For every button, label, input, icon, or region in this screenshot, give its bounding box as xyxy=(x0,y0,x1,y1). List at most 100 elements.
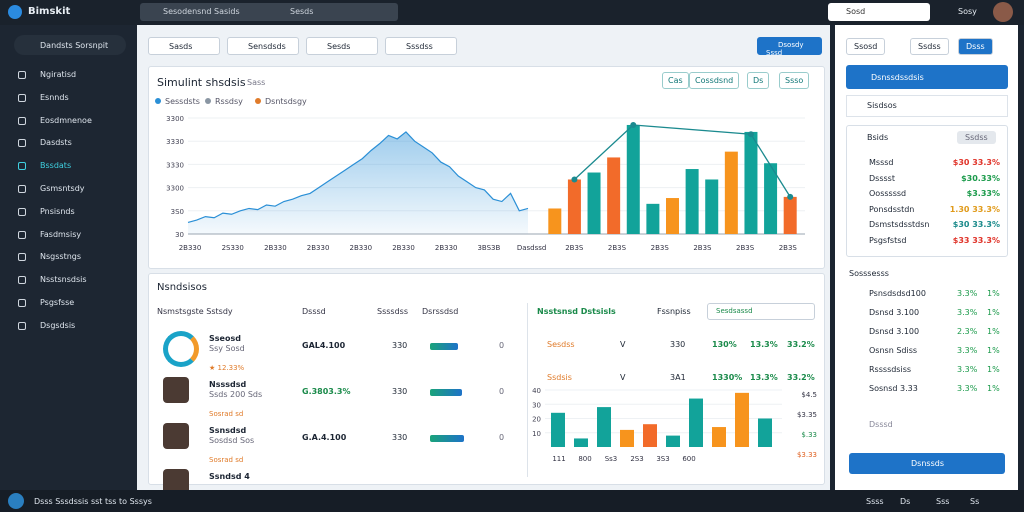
x-tick-label: 800 xyxy=(578,455,591,463)
bar xyxy=(764,163,778,234)
legend-item: Dsntsdsgy xyxy=(265,97,307,106)
y-tick-label: 3300 xyxy=(166,185,184,193)
panel-more[interactable]: Dsssd xyxy=(869,420,893,429)
panel-button[interactable] xyxy=(849,453,1005,474)
x-tick-label: Ss3 xyxy=(605,455,618,463)
sidebar-button[interactable] xyxy=(14,35,126,55)
nav-item[interactable]: Pnsisnds xyxy=(40,206,75,216)
y-tick-label: 10 xyxy=(532,430,541,438)
panel-header[interactable] xyxy=(846,65,1008,89)
nav-item[interactable]: Nsstsnsdsis xyxy=(40,275,87,285)
status-text: Dsss Sssdssis sst tss to Sssys xyxy=(34,497,152,506)
nav-item[interactable]: Dasdsts xyxy=(40,138,72,148)
bar xyxy=(587,172,601,234)
row-amount: G.3803.3% xyxy=(302,387,351,396)
status-item[interactable]: Sss xyxy=(936,497,950,506)
chart-control[interactable]: Cas xyxy=(662,72,689,89)
panel-row-cell: 1% xyxy=(987,384,1000,393)
bar xyxy=(574,438,588,447)
panel-item-value: 1.30 33.3% xyxy=(949,204,1000,214)
panel-item: Dsmstsdsstdsn xyxy=(869,220,930,229)
nav-item[interactable]: Ngiratisd xyxy=(40,70,77,79)
nav-icon xyxy=(18,253,26,262)
panel-tab[interactable]: Ssdss xyxy=(910,38,949,55)
chart-control[interactable]: Ds xyxy=(747,72,770,89)
chart-control[interactable]: Ssso xyxy=(779,72,810,89)
nav-icon xyxy=(18,93,26,102)
panel-row-cell: 3.3% xyxy=(957,346,978,355)
search-box[interactable] xyxy=(140,3,398,21)
status-item[interactable]: Ds xyxy=(900,497,911,506)
nav-item[interactable]: Gsmsntsdy xyxy=(40,184,85,193)
row-amount: GAL4.100 xyxy=(302,341,346,350)
action-button[interactable]: Dsosdy Sssd xyxy=(757,37,822,57)
row-sub: Sosdsd Sos xyxy=(209,436,255,445)
panel-row-cell: Dsnsd 3.100 xyxy=(869,327,920,336)
nav-icon xyxy=(18,162,26,171)
chart-title: Simulint shsdsis xyxy=(157,76,246,89)
detail-cell: 33.2% xyxy=(787,373,815,382)
status-item[interactable]: Ssss xyxy=(866,497,884,506)
filter-button[interactable]: Sensdsds xyxy=(227,37,299,55)
panel-item: Psgsfstsd xyxy=(869,235,907,245)
nav-item[interactable]: Esnnds xyxy=(40,92,69,102)
panel-row-cell: 1% xyxy=(987,365,1000,374)
x-tick-label: 2B3S xyxy=(565,244,584,252)
details-dropdown[interactable]: Sesdsassd xyxy=(707,303,815,320)
nav-item[interactable]: Nsgsstngs xyxy=(40,252,82,262)
top-bar: Bimskit Sesodensnd Sasids Sesds Sosd Sos… xyxy=(0,0,1024,25)
details-title: Nsstsnsd Dstsisls xyxy=(537,307,616,316)
row-flag: 0 xyxy=(499,387,505,396)
row-name: Ssndsd 4 xyxy=(209,472,250,481)
nav-icon xyxy=(18,139,26,148)
filter-text: Sensdsds xyxy=(248,42,286,51)
panel-row-cell: Sosnsd 3.33 xyxy=(869,384,918,393)
side-label: $.33 xyxy=(801,431,817,439)
bar xyxy=(689,398,703,447)
x-tick-label: 2B330 xyxy=(392,244,415,252)
detail-cell: 1330% xyxy=(712,373,743,382)
row-qty: 330 xyxy=(392,387,408,396)
x-tick-label: Dasdssd xyxy=(517,244,547,252)
detail-cell: 13.3% xyxy=(750,373,778,382)
bar xyxy=(607,157,621,234)
detail-cell: 330 xyxy=(670,340,686,349)
filter-text: Sasds xyxy=(169,42,193,51)
filter-button[interactable]: Sssdss xyxy=(385,37,457,55)
user-name[interactable]: Sosy xyxy=(958,7,977,16)
row-name: Sseosd xyxy=(209,334,241,343)
row-progress xyxy=(430,435,464,442)
panel-tab[interactable]: Dsss xyxy=(958,38,993,55)
status-bar: Dsss Sssdssis sst tss to Sssys Ssss Ds Sss… xyxy=(0,490,1024,512)
filter-text: Sssdss xyxy=(406,42,433,51)
bar xyxy=(643,424,657,447)
logo xyxy=(8,5,22,19)
panel-row-cell: Psnsdsdsd100 xyxy=(869,289,926,298)
chart-control[interactable]: Cossdsnd xyxy=(689,72,740,89)
nav-item[interactable]: Dsgsdsis xyxy=(40,320,76,330)
bar xyxy=(735,392,749,447)
nav-item[interactable]: Psgsfsse xyxy=(40,298,75,307)
panel-item: Msssd xyxy=(869,158,894,167)
x-tick-label: 2B3S xyxy=(693,244,712,252)
row-icon xyxy=(163,423,189,449)
avatar[interactable] xyxy=(993,2,1013,22)
filter-button[interactable]: Sasds xyxy=(148,37,220,55)
table-title: Nsndsisos xyxy=(157,282,207,293)
filter-button[interactable]: Sesds xyxy=(306,37,378,55)
panel-tab[interactable]: Ssosd xyxy=(846,38,886,55)
panel-search[interactable] xyxy=(846,95,1008,117)
detail-cell: Sesdss xyxy=(547,340,575,349)
nav-icon xyxy=(18,207,26,216)
panel-row-cell: 3.3% xyxy=(957,365,978,374)
bar xyxy=(626,124,640,234)
nav-item[interactable]: Fasdmsisy xyxy=(40,229,82,239)
nav-item[interactable]: Bssdats xyxy=(40,161,72,171)
nav-item[interactable]: Eosdmnenoe xyxy=(40,115,92,125)
tab[interactable]: Sesds xyxy=(290,7,314,16)
status-item[interactable]: Ss xyxy=(970,497,980,506)
search-field[interactable] xyxy=(828,3,930,21)
panel-pill[interactable]: Ssdss xyxy=(957,131,996,144)
nav-icon xyxy=(18,185,26,193)
row-name: Ssnsdsd xyxy=(209,426,247,435)
